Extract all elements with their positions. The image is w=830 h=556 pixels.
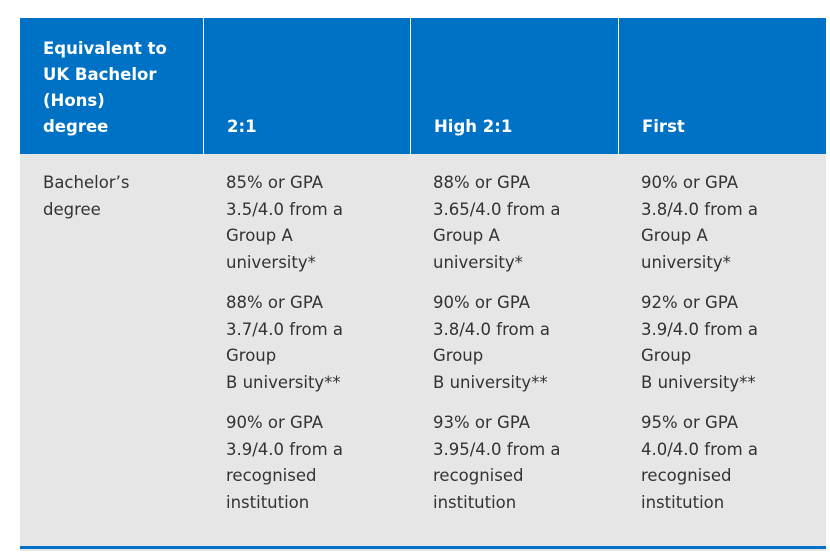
table-row-bachelors: Bachelor’s degree 85% or GPA 3.5/4.0 fro… xyxy=(20,154,826,530)
cell-2-1: 85% or GPA 3.5/4.0 from a Group A univer… xyxy=(203,170,410,530)
header-cell-high-2-1: High 2:1 xyxy=(410,18,618,154)
requirement-recognised: 90% or GPA 3.9/4.0 from a recognised ins… xyxy=(226,413,344,512)
header-label-first: First xyxy=(642,117,685,136)
table-header-row: Equivalent to UK Bachelor (Hons) degree … xyxy=(20,18,826,154)
requirement-group-a: 85% or GPA 3.5/4.0 from a Group A univer… xyxy=(226,173,344,272)
requirement-group-b: 90% or GPA 3.8/4.0 from a Group B univer… xyxy=(433,293,551,392)
table-bottom-border xyxy=(20,546,826,549)
requirement-group-a: 90% or GPA 3.8/4.0 from a Group A univer… xyxy=(641,173,759,272)
equivalency-table: Equivalent to UK Bachelor (Hons) degree … xyxy=(20,18,826,551)
row-label-cell: Bachelor’s degree xyxy=(20,170,203,530)
cell-high-2-1: 88% or GPA 3.65/4.0 from a Group A unive… xyxy=(410,170,618,530)
requirement-recognised: 93% or GPA 3.95/4.0 from a recognised in… xyxy=(433,413,561,512)
header-cell-first: First xyxy=(618,18,826,154)
header-label-equivalent: Equivalent to UK Bachelor (Hons) degree xyxy=(43,39,167,136)
row-label: Bachelor’s degree xyxy=(43,173,130,219)
header-label-2-1: 2:1 xyxy=(227,117,257,136)
cell-first: 90% or GPA 3.8/4.0 from a Group A univer… xyxy=(618,170,826,530)
requirement-recognised: 95% or GPA 4.0/4.0 from a recognised ins… xyxy=(641,413,759,512)
header-cell-2-1: 2:1 xyxy=(203,18,410,154)
requirement-group-a: 88% or GPA 3.65/4.0 from a Group A unive… xyxy=(433,173,561,272)
header-label-high-2-1: High 2:1 xyxy=(434,117,513,136)
requirement-group-b: 88% or GPA 3.7/4.0 from a Group B univer… xyxy=(226,293,344,392)
header-cell-equivalent: Equivalent to UK Bachelor (Hons) degree xyxy=(20,18,203,154)
requirement-group-b: 92% or GPA 3.9/4.0 from a Group B univer… xyxy=(641,293,759,392)
